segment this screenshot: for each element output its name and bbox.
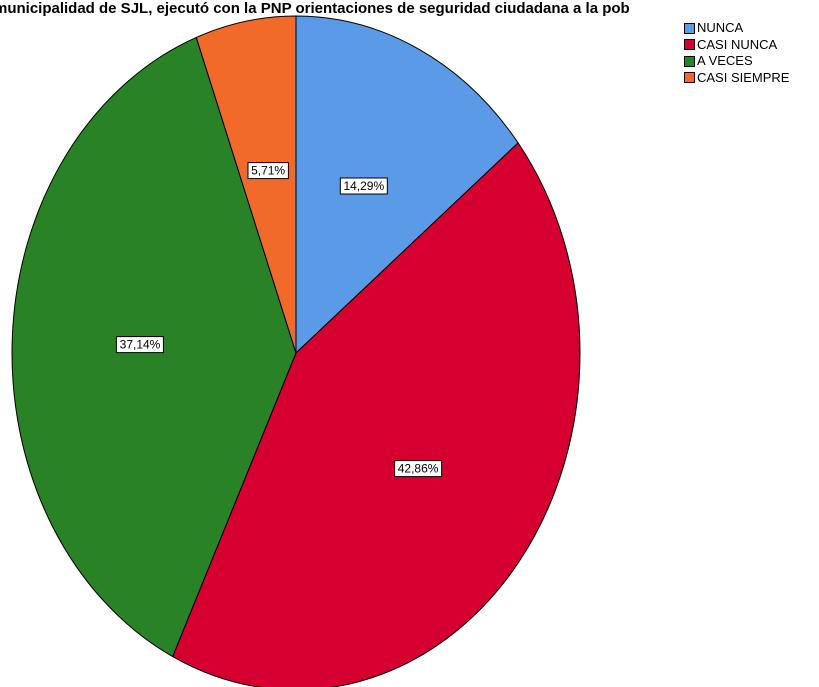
legend-item-a-veces: A VECES [684,53,789,70]
legend-label-casi-nunca: CASI NUNCA [697,36,778,52]
slice-label-casi-siempre: 5,71% [247,162,289,180]
slice-label-box-casi-nunca [394,460,443,478]
slice-label-casi-nunca: 42,86% [394,460,443,478]
legend-label-nunca: NUNCA [697,20,744,36]
legend-label-casi-siempre: CASI SIEMPRE [697,69,790,85]
legend-item-casi-siempre: CASI SIEMPRE [684,70,789,87]
slice-label-nunca: 14,29% [339,177,388,195]
slice-label-text-nunca: 14,29% [343,179,384,193]
slice-label-box-a-veces [115,336,164,354]
pie-slice-casi-nunca [172,142,581,687]
legend: NUNCA CASI NUNCA A VECES CASI SIEMPRE [684,20,789,86]
legend-item-casi-nunca: CASI NUNCA [684,37,789,54]
slice-label-text-casi-nunca: 42,86% [398,462,439,476]
legend-item-nunca: NUNCA [684,20,789,37]
legend-swatch-casi-siempre [684,72,695,84]
slice-label-box-casi-siempre [247,162,289,180]
pie-slice-nunca [295,15,519,355]
chart-title: municipalidad de SJL, ejecutó con la PNP… [0,0,630,17]
legend-swatch-nunca [684,22,695,34]
slice-label-text-a-veces: 37,14% [120,338,161,352]
slice-label-box-nunca [339,177,388,195]
legend-swatch-a-veces [684,55,695,67]
legend-swatch-casi-nunca [684,39,695,51]
legend-label-a-veces: A VECES [697,53,753,69]
pie-slice-casi-siempre [195,15,297,354]
slice-label-a-veces: 37,14% [115,336,164,354]
slice-label-text-casi-siempre: 5,71% [251,164,285,178]
